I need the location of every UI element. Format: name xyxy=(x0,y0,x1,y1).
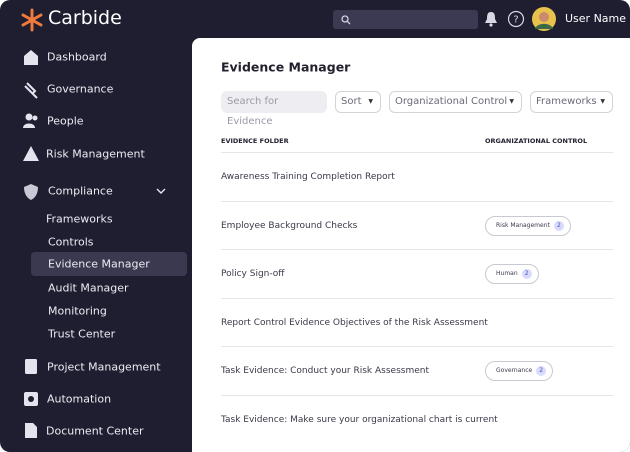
brand: Carbide xyxy=(48,7,122,29)
nav-subitem[interactable]: Audit Manager xyxy=(48,281,129,295)
control-tag[interactable]: Risk Management 2 xyxy=(485,215,571,236)
evidence-search[interactable]: Search for Evidence xyxy=(221,91,327,127)
nav-selected xyxy=(31,252,187,276)
nav-subitem[interactable]: Monitoring xyxy=(48,304,107,318)
evidence-folder[interactable]: Task Evidence: Make sure your organizati… xyxy=(221,414,498,425)
control-count: 2 xyxy=(521,269,532,279)
row-divider xyxy=(221,346,613,347)
svg-text:?: ? xyxy=(513,15,518,26)
global-search[interactable] xyxy=(333,10,478,29)
nav-item[interactable]: Risk Management xyxy=(46,147,145,161)
control-count: 2 xyxy=(553,220,564,231)
row-divider xyxy=(221,249,613,250)
row-divider xyxy=(221,152,613,153)
nav-subitem[interactable]: Controls xyxy=(48,235,94,249)
evidence-folder[interactable]: Task Evidence: Conduct your Risk Assessm… xyxy=(221,366,429,376)
search-icon xyxy=(341,15,351,25)
user-name[interactable]: User Name xyxy=(565,12,627,25)
control-label: Governance xyxy=(496,367,533,374)
column-header: EVIDENCE FOLDER xyxy=(221,137,289,145)
nav-item[interactable]: Project Management xyxy=(47,360,161,374)
frameworks-label: Frameworks xyxy=(536,96,597,107)
nav-item[interactable]: Governance xyxy=(47,82,114,96)
evidence-folder[interactable]: Report Control Evidence Objectives of th… xyxy=(221,317,488,328)
notifications[interactable] xyxy=(484,11,498,27)
control-tag[interactable]: Human 2 xyxy=(485,264,539,284)
evidence-folder[interactable]: Policy Sign-off xyxy=(221,269,285,279)
row-divider xyxy=(221,200,613,202)
control-tag[interactable]: Governance 2 xyxy=(485,361,554,381)
sort-label: Sort xyxy=(341,96,362,107)
nav-subitem[interactable]: Evidence Manager xyxy=(48,257,150,271)
sidebar-icons-bottom xyxy=(24,359,38,438)
nav-item[interactable]: Compliance xyxy=(48,184,113,198)
chevron[interactable] xyxy=(156,187,166,195)
control-dropdown[interactable]: Organizational Control ▼ xyxy=(389,91,522,113)
evidence-folder[interactable]: Awareness Training Completion Report xyxy=(221,172,395,182)
nav-subitem[interactable]: Trust Center xyxy=(48,327,116,341)
nav-item[interactable]: Document Center xyxy=(46,424,144,438)
nav-item[interactable]: Dashboard xyxy=(47,50,107,64)
logo xyxy=(21,8,43,32)
control-label: Human xyxy=(496,270,518,277)
control-label: Risk Management xyxy=(496,221,550,229)
sort-dropdown[interactable]: Sort ▼ xyxy=(335,91,381,113)
page-title: Evidence Manager xyxy=(221,59,351,75)
avatar[interactable] xyxy=(532,7,556,31)
frameworks-dropdown[interactable]: Frameworks ▼ xyxy=(530,91,613,113)
control-label: Organizational Control xyxy=(395,96,508,107)
row-divider xyxy=(221,297,613,299)
evidence-folder[interactable]: Employee Background Checks xyxy=(221,220,358,231)
content: Evidence Manager Search for Evidence Sor… xyxy=(192,38,630,452)
control-count: 2 xyxy=(536,366,547,376)
nav-item[interactable]: Automation xyxy=(47,392,112,406)
sidebar-icons xyxy=(23,50,39,200)
nav-subitem[interactable]: Frameworks xyxy=(46,212,113,226)
column-header: ORGANIZATIONAL CONTROL xyxy=(485,137,588,145)
help[interactable]: ? xyxy=(507,10,525,28)
nav-item[interactable]: People xyxy=(47,114,84,128)
row-divider xyxy=(221,394,613,396)
